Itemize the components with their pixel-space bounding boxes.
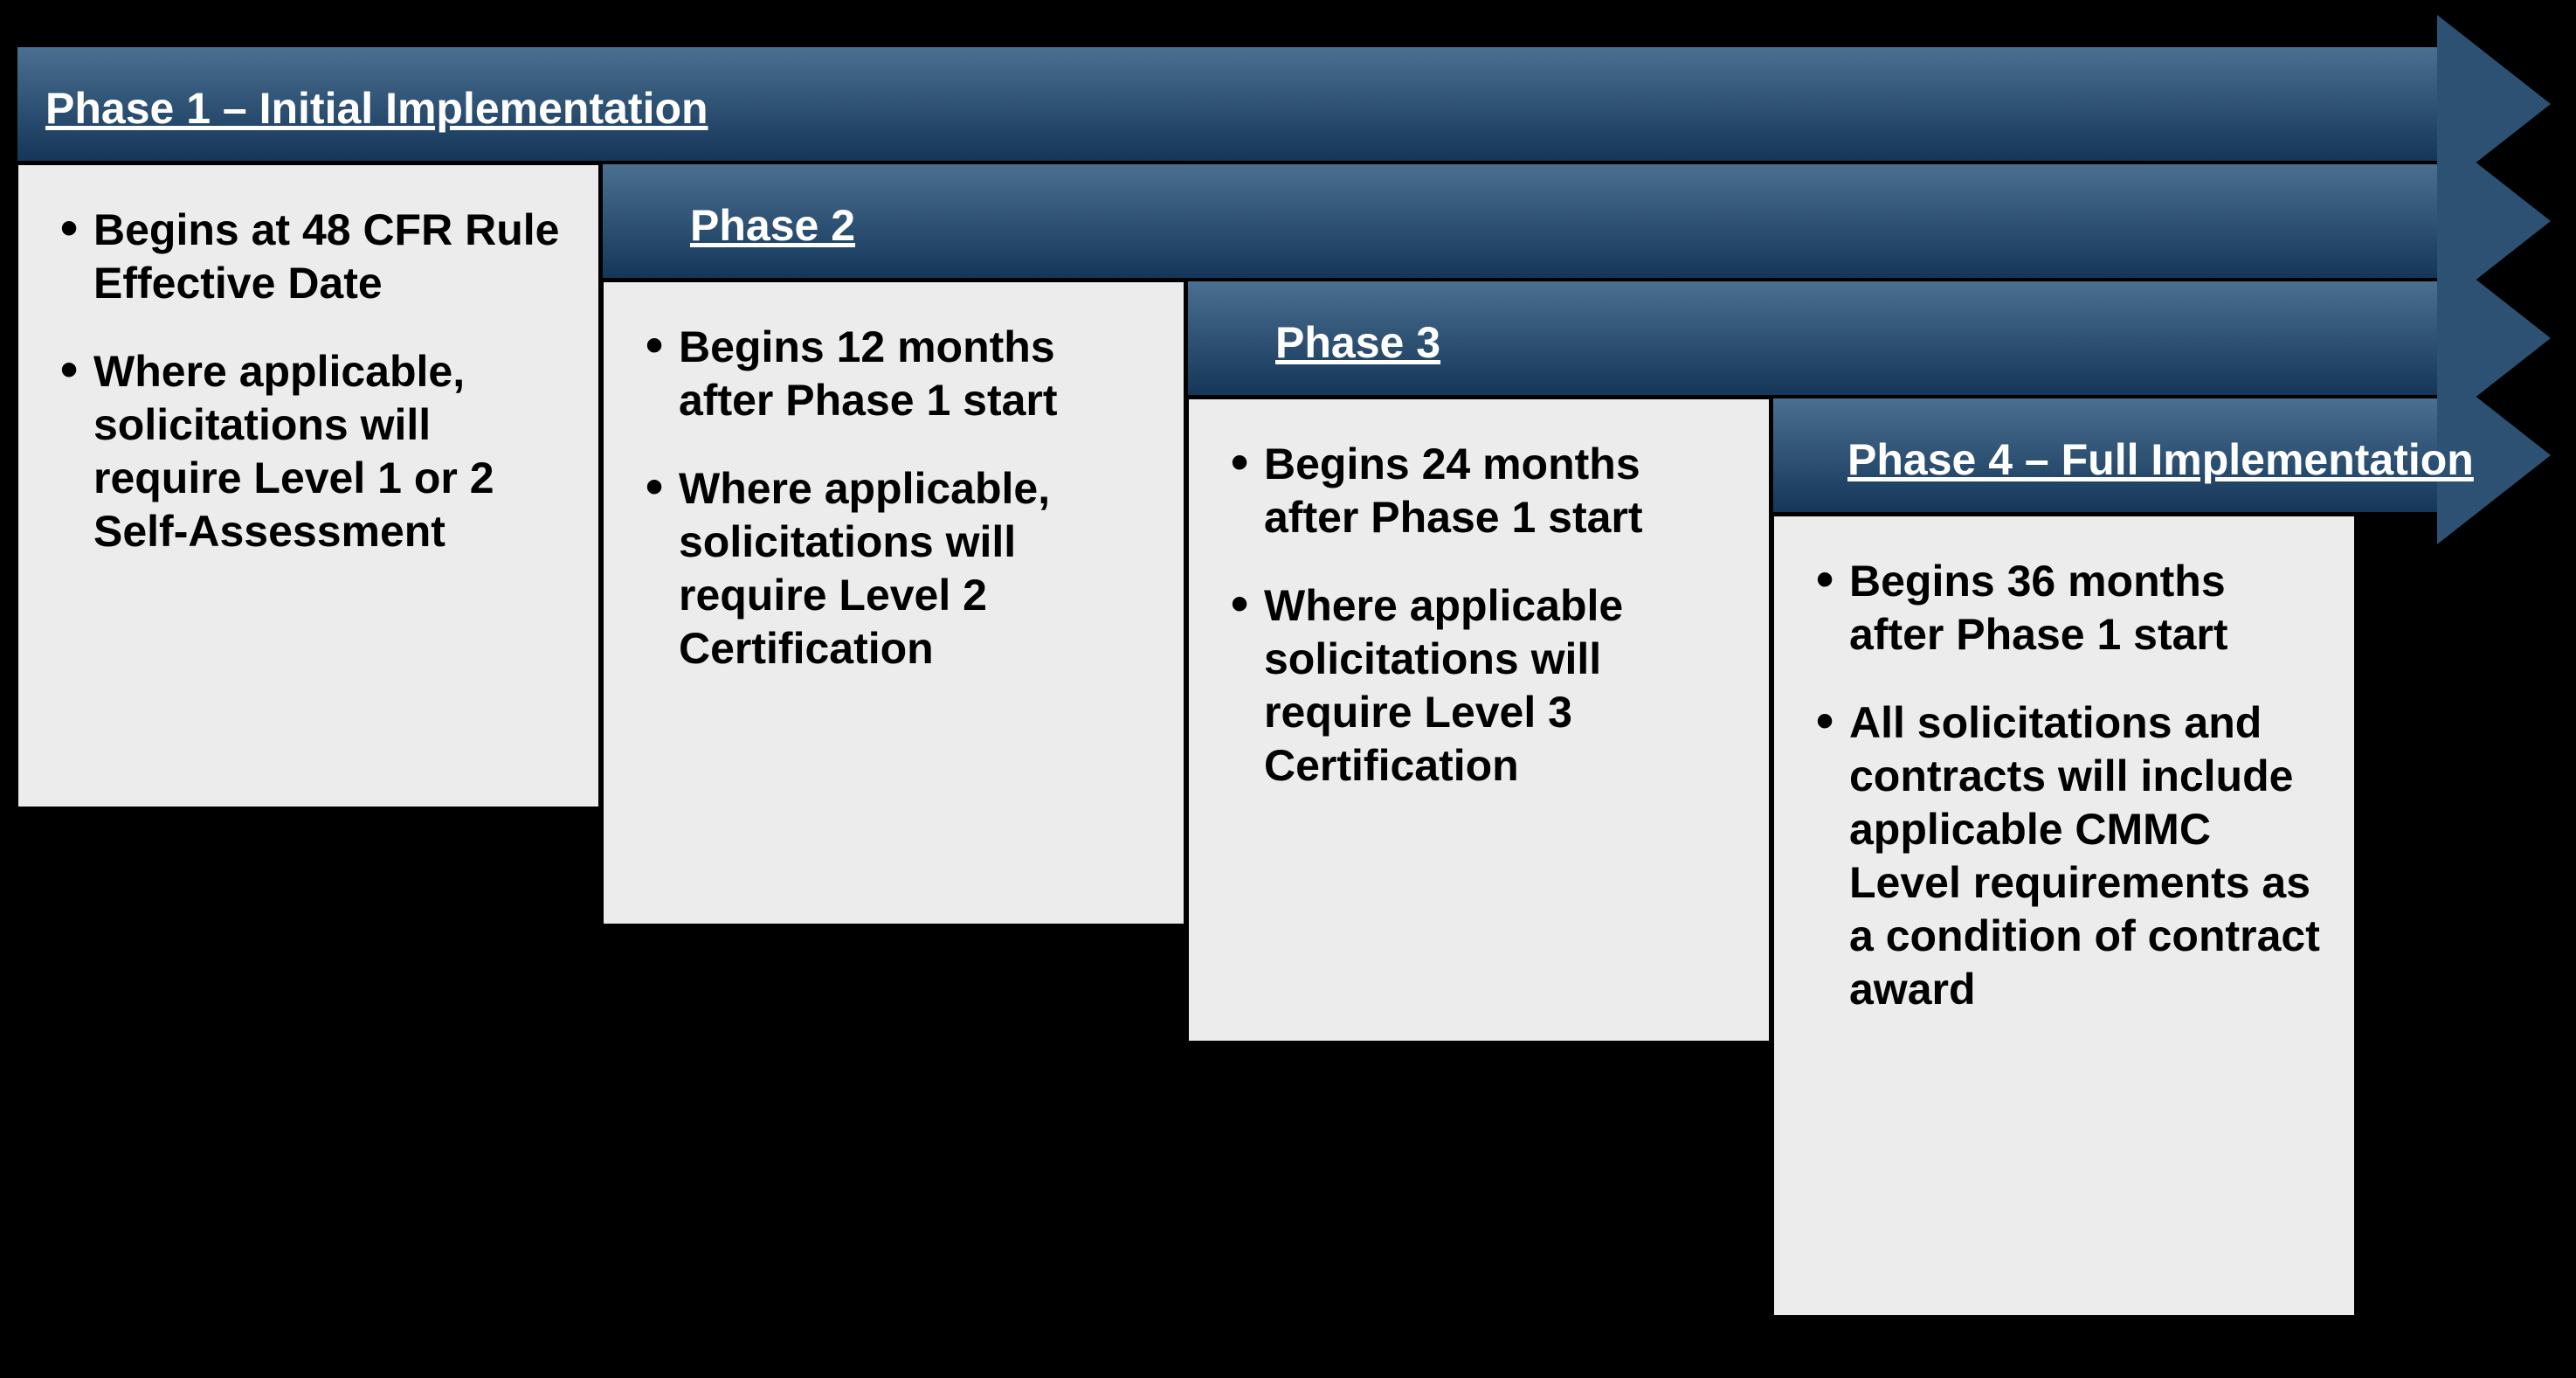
- phase2-title: Phase 2: [690, 200, 855, 251]
- phase1-bullet: Begins at 48 CFR Rule Effective Date: [60, 204, 565, 310]
- phase3-bullets: Begins 24 months after Phase 1 start Whe…: [1231, 438, 1736, 793]
- phase3-title: Phase 3: [1275, 317, 1440, 368]
- phase1-content-box: Begins at 48 CFR Rule Effective Date Whe…: [16, 163, 601, 809]
- phase4-bullets: Begins 36 months after Phase 1 start All…: [1816, 555, 2321, 1016]
- phase2-bullet: Where applicable, solicitations will req…: [646, 462, 1150, 675]
- phase2-bullet: Begins 12 months after Phase 1 start: [646, 321, 1150, 427]
- phase2-arrow-bar: [601, 163, 2437, 280]
- phase1-bullets: Begins at 48 CFR Rule Effective Date Whe…: [60, 204, 565, 558]
- phase4-bullet: All solicitations and contracts will inc…: [1816, 696, 2321, 1016]
- phase3-content-box: Begins 24 months after Phase 1 start Whe…: [1186, 397, 1771, 1043]
- phase4-content-box: Begins 36 months after Phase 1 start All…: [1771, 514, 2357, 1318]
- diagram-canvas: Begins at 48 CFR Rule Effective Date Whe…: [0, 0, 2576, 1378]
- phase2-bullets: Begins 12 months after Phase 1 start Whe…: [646, 321, 1150, 675]
- phase1-bullet: Where applicable, solicitations will req…: [60, 345, 565, 558]
- phase3-bullet: Begins 24 months after Phase 1 start: [1231, 438, 1736, 544]
- phase4-bullet: Begins 36 months after Phase 1 start: [1816, 555, 2321, 661]
- phase3-bullet: Where applicable solicitations will requ…: [1231, 579, 1736, 793]
- phase2-content-box: Begins 12 months after Phase 1 start Whe…: [601, 280, 1186, 926]
- phase4-title: Phase 4 – Full Implementation: [1847, 434, 2474, 485]
- phase1-title: Phase 1 – Initial Implementation: [45, 83, 708, 134]
